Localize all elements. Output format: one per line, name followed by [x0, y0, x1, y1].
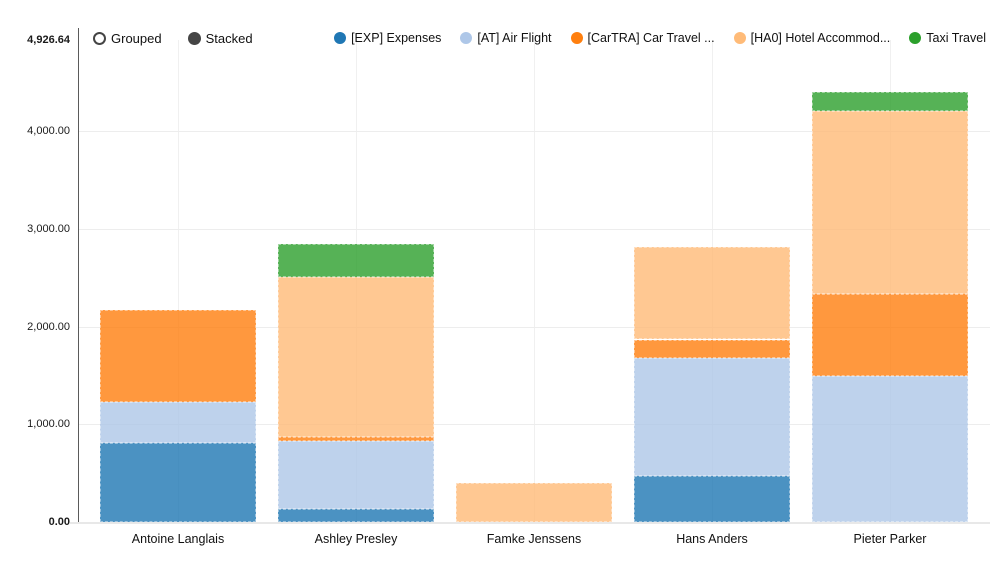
legend-item[interactable]: [AT] Air Flight [460, 31, 552, 45]
legend-label: [HA0] Hotel Accommod... [750, 31, 891, 45]
bar-segment[interactable] [100, 443, 256, 522]
bar-segment[interactable] [278, 437, 434, 442]
radio-label: Stacked [205, 31, 253, 46]
legend-item[interactable]: [EXP] Expenses [334, 31, 441, 45]
y-tick-label: 1,000.00 [27, 418, 70, 431]
y-axis-line [78, 28, 79, 522]
legend-item[interactable]: [CarTRA] Car Travel ... [570, 31, 715, 45]
legend-label: [AT] Air Flight [477, 31, 552, 45]
horizontal-gridline [78, 424, 990, 426]
radio-unselected-icon[interactable] [93, 32, 106, 45]
x-axis-label: Famke Jenssens [486, 532, 582, 546]
horizontal-gridline [78, 131, 990, 132]
legend-label: [CarTRA] Car Travel ... [587, 31, 715, 45]
bar-segment[interactable] [100, 310, 256, 403]
y-tick-label: 0.00 [48, 516, 70, 528]
x-axis-label: Ashley Presley [314, 532, 398, 546]
legend: [EXP] Expenses [AT] Air Flight [CarTRA] Ca… [334, 31, 986, 45]
x-axis-label: Antoine Langlais [131, 532, 225, 546]
horizontal-gridline [78, 326, 990, 328]
legend-dot-icon [460, 32, 473, 44]
x-axis-label: Pieter Parker [853, 532, 927, 546]
bar-segment[interactable] [278, 276, 434, 438]
bar-segment[interactable] [278, 441, 434, 509]
bar-segment[interactable] [634, 339, 790, 359]
bar-segment[interactable] [812, 293, 968, 377]
x-axis-baseline [70, 522, 990, 524]
horizontal-gridline [78, 228, 990, 230]
bar-segment[interactable] [812, 111, 968, 294]
y-tick-label: 2,000.00 [27, 320, 70, 333]
bar-segment[interactable] [634, 476, 790, 522]
chart-mode-toggle-group: Grouped Stacked [93, 31, 253, 46]
radio-label: Grouped [111, 31, 162, 46]
legend-item[interactable]: Taxi Travel [909, 31, 986, 45]
y-tick-label: 4,926.64 [27, 34, 70, 47]
bar-segment[interactable] [456, 482, 612, 522]
vertical-gridline [178, 40, 179, 522]
legend-label: Taxi Travel [926, 31, 986, 45]
bar-segment[interactable] [100, 402, 256, 444]
legend-label: [EXP] Expenses [351, 31, 442, 45]
bar-segment[interactable] [634, 358, 790, 477]
y-tick-label: 3,000.00 [27, 222, 70, 235]
radio-selected-icon[interactable] [187, 32, 201, 45]
bar-segment[interactable] [812, 91, 968, 111]
y-tick-label: 4,000.00 [27, 125, 70, 137]
legend-dot-icon [733, 32, 746, 44]
bar-segment[interactable] [634, 246, 790, 340]
radio-grouped[interactable]: Grouped [93, 31, 162, 46]
legend-dot-icon [909, 32, 922, 44]
x-axis-label: Hans Anders [676, 532, 748, 546]
bar-segment[interactable] [278, 243, 434, 277]
legend-dot-icon [570, 32, 583, 44]
radio-stacked[interactable]: Stacked [187, 31, 253, 46]
legend-item[interactable]: [HA0] Hotel Accommod... [733, 31, 891, 45]
legend-dot-icon [334, 32, 347, 44]
bar-segment[interactable] [278, 508, 434, 522]
vertical-gridline [534, 40, 535, 522]
bar-segment[interactable] [812, 376, 968, 522]
